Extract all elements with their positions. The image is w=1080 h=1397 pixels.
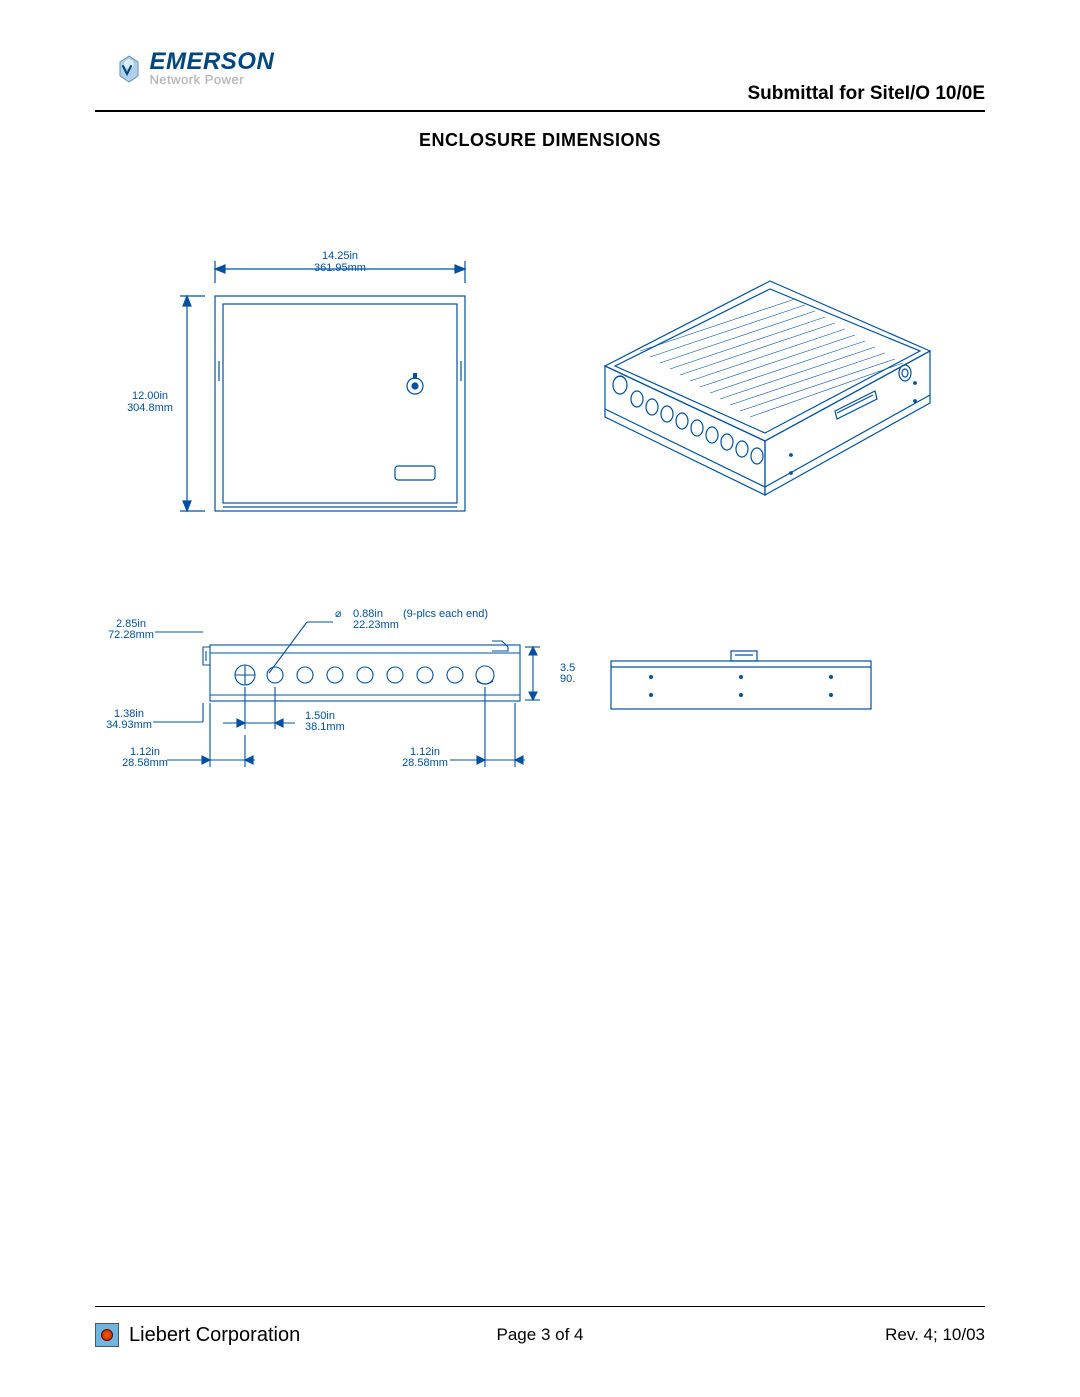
isometric-view-drawing xyxy=(545,251,955,551)
dim-width-mm: 361.95mm xyxy=(314,262,366,274)
header-rule xyxy=(95,110,985,112)
logo-text-main: EMERSON xyxy=(149,50,274,74)
dim-355-mm: 90.06mm xyxy=(560,673,575,685)
bottom-view-drawing: 2.85in 72.28mm ⌀ 0.88in 22.23mm (9-plcs … xyxy=(95,595,575,795)
section-title: ENCLOSURE DIMENSIONS xyxy=(95,130,985,151)
dim-285-mm: 72.28mm xyxy=(108,629,154,641)
diagram-row-1: 14.25in 361.95mm 12.00in 304.8mm xyxy=(95,211,985,551)
emerson-logo-icon xyxy=(115,54,143,84)
dim-112r-mm: 28.58mm xyxy=(402,757,448,769)
dim-112l-mm: 28.58mm xyxy=(122,757,168,769)
dim-hole-note: (9-plcs each end) xyxy=(403,608,488,620)
dim-150-mm: 38.1mm xyxy=(305,721,345,733)
dim-height-mm: 304.8mm xyxy=(127,402,173,414)
document-page: EMERSON Network Power Submittal for Site… xyxy=(0,0,1080,1397)
header-submittal-title: Submittal for SiteI/O 10/0E xyxy=(747,83,985,105)
dim-width-in: 14.25in xyxy=(322,250,358,262)
side-view-drawing xyxy=(601,635,881,755)
footer-page: Page 3 of 4 xyxy=(95,1325,985,1345)
dim-138-mm: 34.93mm xyxy=(106,719,152,731)
page-footer: Liebert Corporation Page 3 of 4 Rev. 4; … xyxy=(95,1323,985,1347)
logo: EMERSON Network Power xyxy=(115,50,274,87)
svg-text:⌀: ⌀ xyxy=(335,608,342,620)
front-view-drawing: 14.25in 361.95mm 12.00in 304.8mm xyxy=(95,211,535,551)
diagram-row-2: 2.85in 72.28mm ⌀ 0.88in 22.23mm (9-plcs … xyxy=(95,595,985,795)
dim-height-in: 12.00in xyxy=(132,390,168,402)
footer-rule xyxy=(95,1306,985,1307)
dim-hole-mm: 22.23mm xyxy=(353,619,399,631)
page-header: EMERSON Network Power Submittal for Site… xyxy=(95,50,985,110)
